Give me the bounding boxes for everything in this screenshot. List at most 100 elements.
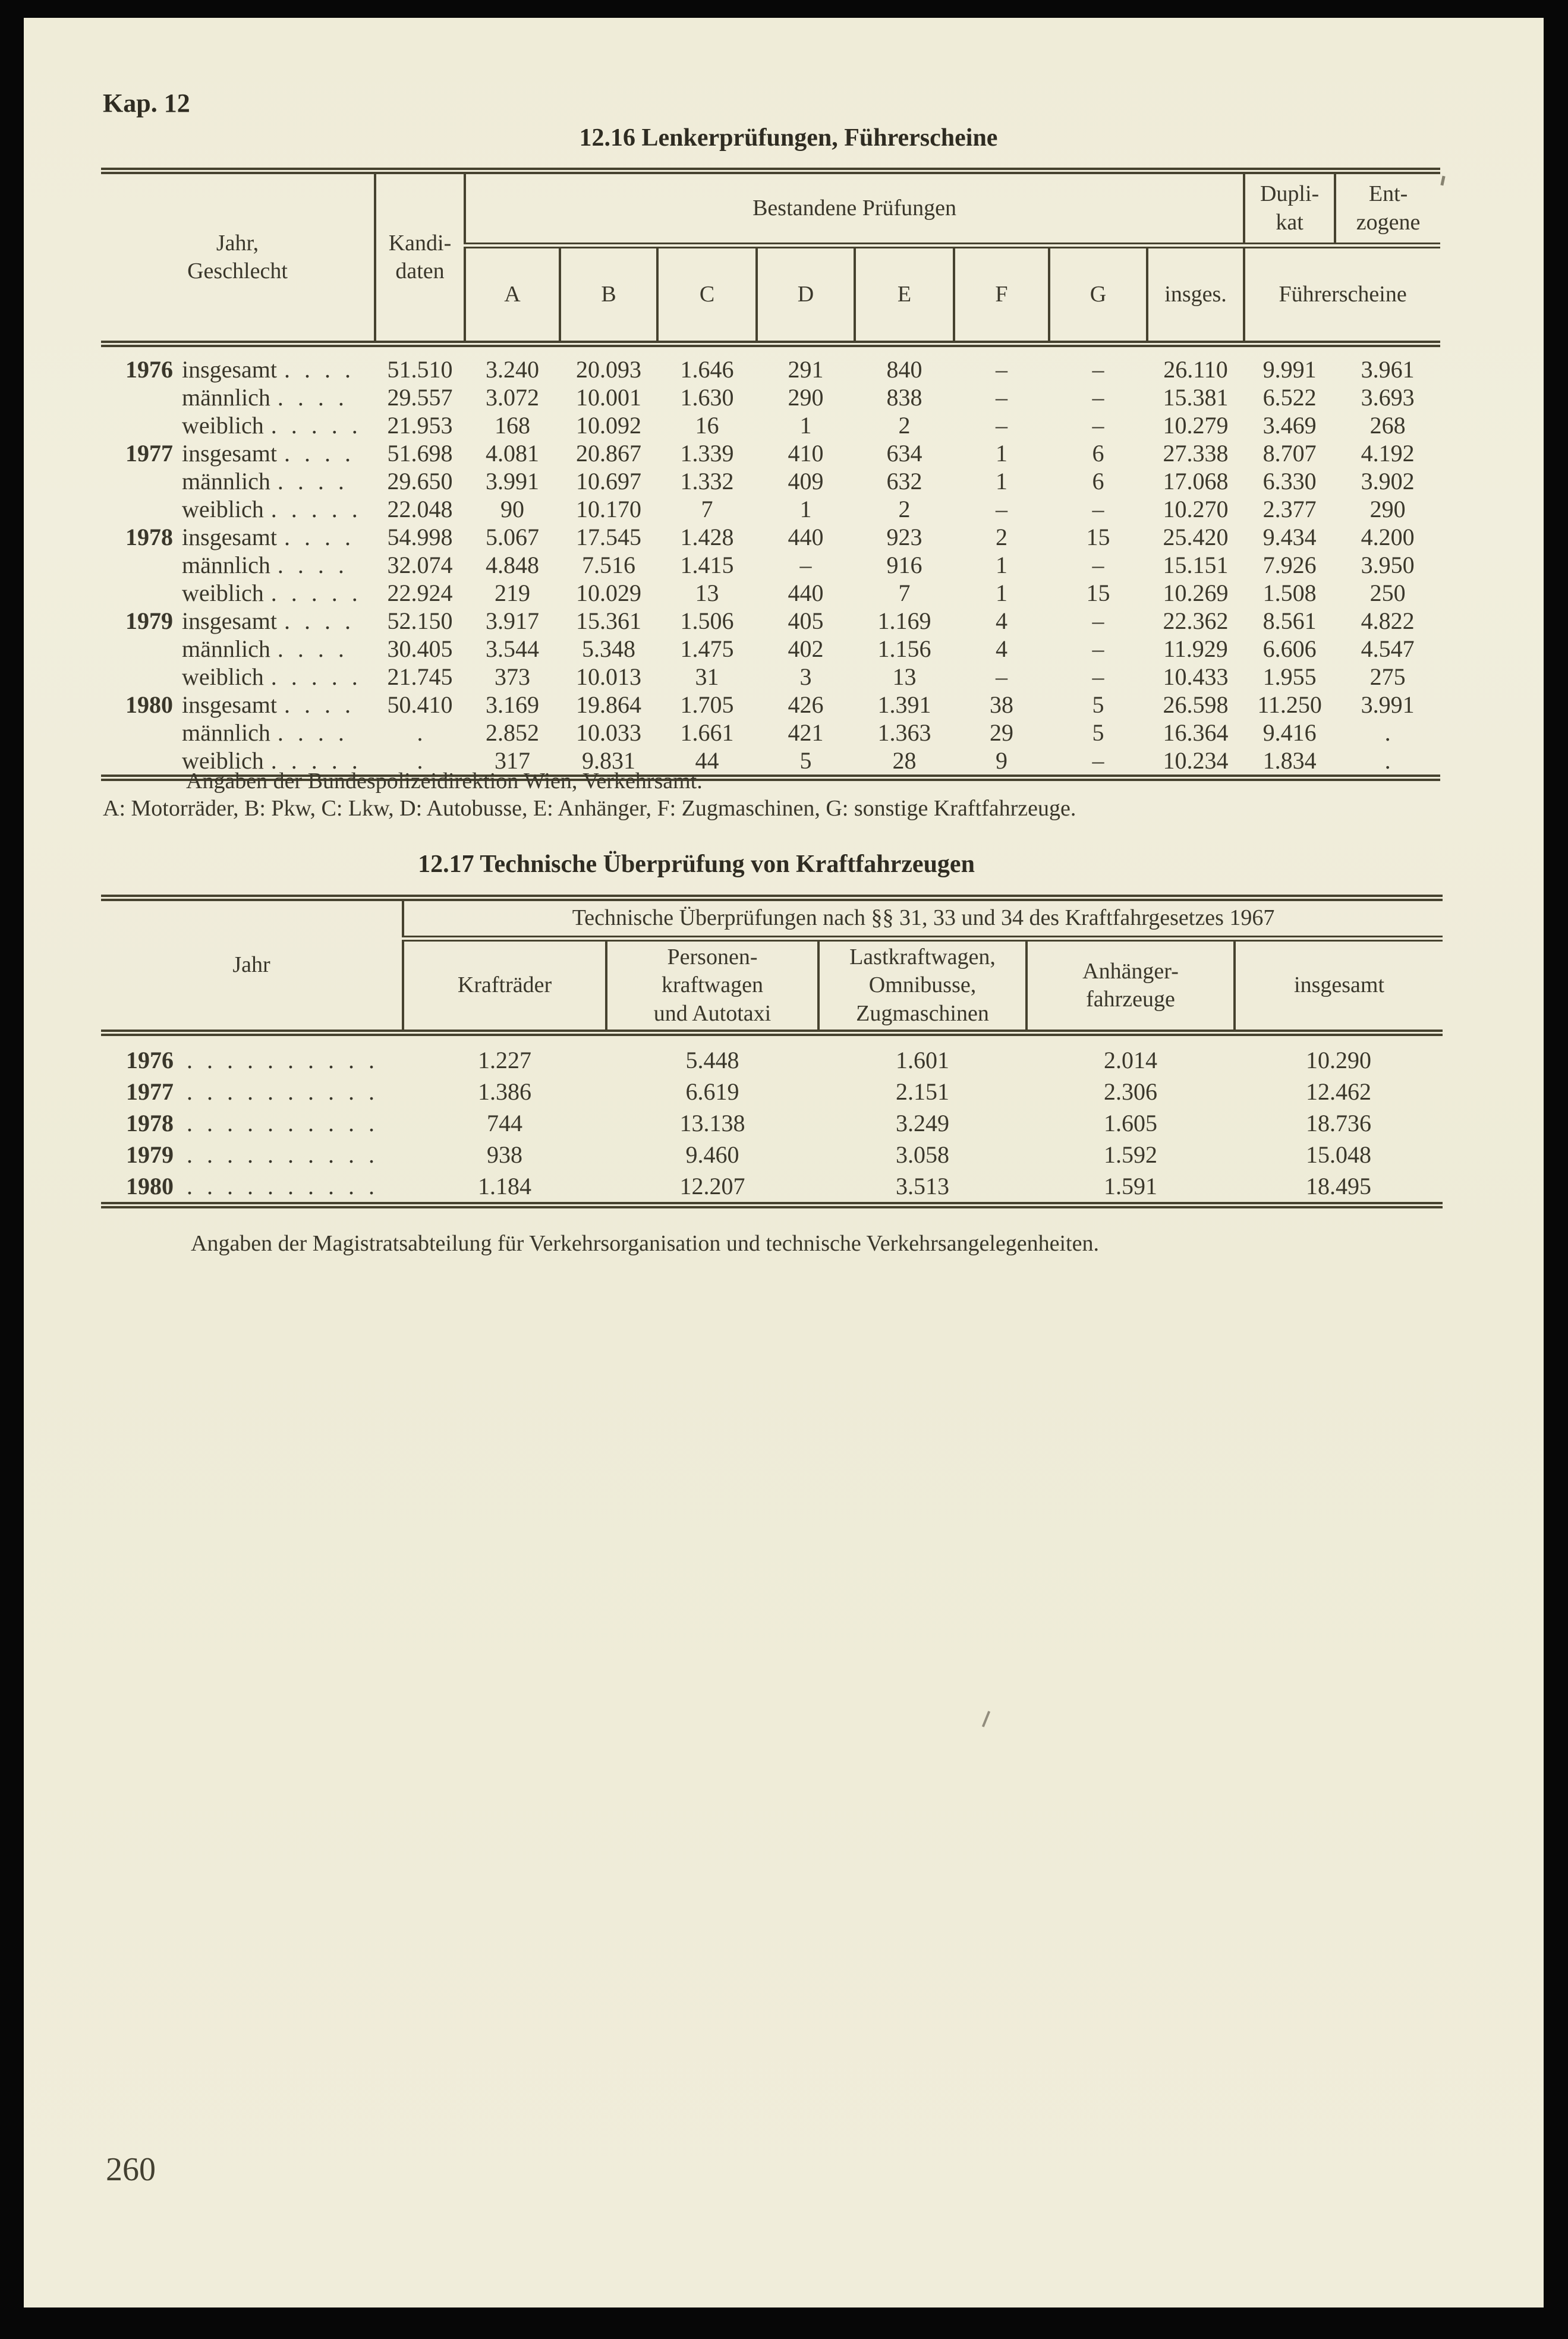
row-geschlecht-label: weiblich [182, 747, 264, 774]
table1-header-row-2: A B C D E F G insges. Führerscheine [101, 245, 1441, 347]
row-label-cell: 1978 [101, 1107, 403, 1139]
data-cell: 3.917 [486, 607, 539, 634]
data-cell: 3.961 [1361, 356, 1415, 383]
data-cell: 30.405 [387, 635, 453, 662]
row-year: 1976 [126, 1047, 174, 1074]
row-label-cell: 1976 [101, 1033, 403, 1076]
data-cell: 1 [996, 440, 1007, 467]
row-label: 1977 [101, 1078, 403, 1106]
data-cell: 9.416 [1262, 719, 1317, 746]
data-cell: 38 [990, 691, 1013, 718]
table-row: 1979 938 9.460 3.058 1.592 15.048 [101, 1139, 1443, 1170]
table-row: männlich 29.650 3.991 10.697 1.332 409 632 1 6 17… [101, 467, 1440, 495]
data-cell: 27.338 [1163, 440, 1229, 467]
data-cell: 22.048 [387, 496, 453, 522]
data-cell: 10.234 [1163, 747, 1229, 774]
data-cell: 10.290 [1306, 1047, 1372, 1074]
table-row: 1978 744 13.138 3.249 1.605 18.736 [101, 1107, 1443, 1139]
data-cell: 421 [788, 719, 824, 746]
data-cell: – [799, 552, 812, 578]
data-cell: 916 [886, 552, 922, 578]
row-label-cell: 1978 insgesamt [101, 523, 375, 551]
data-cell: – [996, 663, 1007, 690]
data-cell: – [1092, 552, 1104, 578]
data-cell: 1.428 [680, 524, 734, 550]
col-header-paragraph-span: Technische Überprüfungen nach §§ 31, 33 … [403, 898, 1443, 942]
row-label-cell: 1977 [101, 1076, 403, 1107]
data-cell: 6.330 [1262, 468, 1317, 495]
data-cell: 21.953 [387, 412, 453, 439]
data-cell: – [1092, 607, 1104, 634]
row-geschlecht-label: insgesamt [182, 691, 277, 718]
col-header-jahr-geschlecht: Jahr, Geschlecht [101, 171, 376, 347]
data-cell: 317 [495, 747, 530, 774]
data-cell: 168 [495, 412, 530, 439]
data-cell: 290 [1369, 496, 1406, 522]
data-cell: 2.151 [896, 1078, 949, 1105]
data-cell: 29 [990, 719, 1013, 746]
data-cell: 6 [1092, 468, 1104, 495]
data-cell: 51.510 [387, 356, 453, 383]
row-geschlecht-label: männlich [182, 468, 270, 495]
data-cell: – [996, 412, 1007, 439]
col-header-jahr: Jahr [101, 898, 404, 1036]
data-cell: 22.924 [387, 580, 453, 606]
dot-leader [278, 383, 358, 411]
col-header-anhaengerfahrzeuge: Anhänger- fahrzeuge [1027, 939, 1236, 1036]
data-cell: 409 [788, 468, 824, 495]
data-cell: 2 [898, 496, 911, 522]
table-row: weiblich 22.048 90 10.170 7 1 2 – – 10.270 2.377 29… [101, 495, 1440, 523]
data-cell: 10.001 [576, 384, 641, 411]
data-cell: 10.170 [576, 496, 641, 522]
data-cell: 2 [898, 412, 911, 439]
data-cell: 4.081 [486, 440, 539, 467]
data-cell: 17.545 [576, 524, 641, 550]
table2-body: 1976 1.227 5.448 1.601 2.014 10.290 1977 1.386 6… [101, 1033, 1443, 1205]
col-header-insges: insges. [1147, 245, 1246, 347]
row-label-cell: weiblich [101, 747, 375, 778]
data-cell: 9.991 [1262, 356, 1317, 383]
data-cell: 10.279 [1163, 412, 1229, 439]
row-geschlecht-label: weiblich [182, 412, 264, 439]
data-cell: 25.420 [1163, 524, 1229, 550]
table-row: 1979 insgesamt 52.150 3.917 15.361 1.506 405 1.… [101, 607, 1440, 635]
row-label-cell: 1979 insgesamt [101, 607, 375, 635]
data-cell: 5.348 [582, 635, 635, 662]
data-cell: 1.363 [877, 719, 931, 746]
data-cell: 11.929 [1163, 635, 1228, 662]
data-cell: 1 [799, 412, 812, 439]
data-cell: 9.434 [1262, 524, 1317, 550]
data-cell: 19.864 [576, 691, 641, 718]
dot-leader [187, 1078, 379, 1106]
data-cell: 3.072 [486, 384, 539, 411]
data-cell: 1.630 [680, 384, 734, 411]
lenkerpruefungen-table: Jahr, Geschlecht Kandi- daten Bestandene… [101, 168, 1441, 781]
data-cell: 90 [500, 496, 524, 522]
table-row: 1980 insgesamt 50.410 3.169 19.864 1.705 426 1.… [101, 691, 1440, 719]
data-cell: 4.547 [1361, 635, 1415, 662]
table1-header-row-1: Jahr, Geschlecht Kandi- daten Bestandene… [101, 171, 1441, 347]
data-cell: 1.184 [478, 1173, 531, 1200]
data-cell: – [996, 384, 1007, 411]
technische-ueberpruefung-table: Jahr Technische Überprüfungen nach §§ 31… [101, 895, 1443, 1208]
data-cell: 5 [1092, 691, 1104, 718]
data-cell: 923 [886, 524, 922, 550]
data-cell: 10.270 [1163, 496, 1229, 522]
dot-leader [271, 579, 358, 607]
data-cell: 3.249 [896, 1110, 949, 1137]
data-cell: 1.506 [680, 607, 734, 634]
col-header-a: A [465, 245, 561, 347]
scan-artifact-slash [981, 1711, 991, 1727]
row-label: weiblich [101, 495, 375, 523]
data-cell: 7.926 [1262, 552, 1317, 578]
data-cell: 440 [788, 580, 824, 606]
dot-leader [284, 607, 358, 635]
data-cell: 54.998 [387, 524, 453, 550]
data-cell: 1.705 [680, 691, 734, 718]
dot-leader [187, 1046, 379, 1074]
row-label-cell: männlich [101, 635, 375, 663]
row-geschlecht-label: insgesamt [182, 524, 277, 550]
data-cell: 1.415 [680, 552, 734, 578]
col-header-f: F [954, 245, 1050, 347]
data-cell: 12.207 [679, 1173, 745, 1200]
